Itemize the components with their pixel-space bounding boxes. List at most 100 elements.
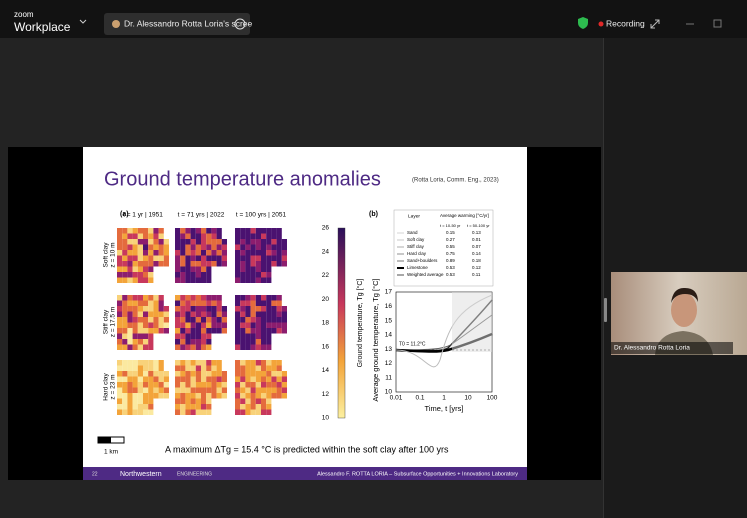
map-cell <box>271 317 276 323</box>
map-cell <box>201 317 206 323</box>
map-cell <box>133 234 138 240</box>
map-cell <box>122 366 127 372</box>
map-cell <box>271 261 276 267</box>
map-cell <box>185 393 190 399</box>
map-cell <box>175 366 180 372</box>
map-cell <box>235 267 240 273</box>
map-cell <box>211 256 216 262</box>
map-cell <box>251 371 256 377</box>
map-cell <box>127 382 132 388</box>
map-cell <box>138 323 143 329</box>
map-cell <box>277 245 282 251</box>
y-tick-label: 11 <box>385 374 392 381</box>
map-cell <box>201 323 206 329</box>
map-cell <box>127 312 132 318</box>
map-cell <box>196 256 201 262</box>
maps <box>117 228 287 415</box>
map-cell <box>159 328 164 334</box>
map-cell <box>251 234 256 240</box>
map-cell <box>282 261 287 267</box>
map-cell <box>127 256 132 262</box>
map-cell <box>271 360 276 366</box>
map-cell <box>251 295 256 301</box>
column-label: t = 1 yr | 1951 <box>123 212 163 219</box>
map-cell <box>206 306 211 312</box>
map-cell <box>235 345 240 351</box>
row-label: Stiff clay <box>103 309 110 334</box>
map-cell <box>277 366 282 372</box>
map-cell <box>133 250 138 256</box>
map-cell <box>159 388 164 394</box>
colorbar-tick: 26 <box>322 225 330 232</box>
map-cell <box>235 250 240 256</box>
table-cell: 0.12 <box>472 265 481 270</box>
table-cell: 0.14 <box>472 251 481 256</box>
map-cell <box>251 334 256 340</box>
map-cell <box>185 334 190 340</box>
map-cell <box>191 239 196 245</box>
map-cell <box>206 295 211 301</box>
map-cell <box>185 345 190 351</box>
map-cell <box>143 312 148 318</box>
map-cell <box>117 250 122 256</box>
map-cell <box>117 410 122 416</box>
map-cell <box>266 399 271 405</box>
colorbar-tick: 22 <box>322 272 330 279</box>
map-cell <box>256 404 261 410</box>
map-cell <box>185 306 190 312</box>
map-cell <box>277 261 282 267</box>
x-axis-label: Time, t [yrs] <box>425 404 464 413</box>
resize-handle[interactable] <box>604 298 607 322</box>
map-cell <box>127 339 132 345</box>
map-cell <box>256 228 261 234</box>
map-cell <box>201 239 206 245</box>
band <box>452 292 492 352</box>
map-cell <box>266 334 271 340</box>
map-cell <box>133 256 138 262</box>
map-cell <box>201 278 206 284</box>
map-cell <box>217 317 222 323</box>
map-cell <box>175 377 180 383</box>
map-cell <box>127 328 132 334</box>
map-cell <box>138 404 143 410</box>
table-cell: 0.13 <box>472 230 481 235</box>
map-cell <box>191 339 196 345</box>
map-cell <box>122 371 127 377</box>
map-cell <box>277 382 282 388</box>
map-cell <box>235 228 240 234</box>
map-cell <box>271 393 276 399</box>
map-cell <box>138 245 143 251</box>
map-cell <box>180 256 185 262</box>
map-cell <box>277 301 282 307</box>
map-cell <box>235 377 240 383</box>
map-cell <box>235 245 240 251</box>
map-cell <box>222 239 227 245</box>
map-cell <box>217 306 222 312</box>
map-cell <box>211 377 216 383</box>
map-cell <box>245 410 250 416</box>
map-cell <box>175 239 180 245</box>
map-cell <box>251 404 256 410</box>
map-cell <box>127 399 132 405</box>
map-cell <box>148 256 153 262</box>
map-cell <box>127 377 132 383</box>
map-cell <box>206 404 211 410</box>
map-cell <box>201 267 206 273</box>
map-cell <box>261 245 266 251</box>
map-cell <box>261 360 266 366</box>
map-cell <box>201 404 206 410</box>
map-cell <box>153 312 158 318</box>
recording-label: Recording <box>606 18 645 28</box>
map-cell <box>122 399 127 405</box>
map-cell <box>240 388 245 394</box>
map-cell <box>117 382 122 388</box>
map-cell <box>201 371 206 377</box>
map-cell <box>153 377 158 383</box>
map-cell <box>235 388 240 394</box>
map-cell <box>143 399 148 405</box>
map-cell <box>175 306 180 312</box>
map-cell <box>245 228 250 234</box>
map-cell <box>222 317 227 323</box>
map-cell <box>143 334 148 340</box>
map-cell <box>261 371 266 377</box>
